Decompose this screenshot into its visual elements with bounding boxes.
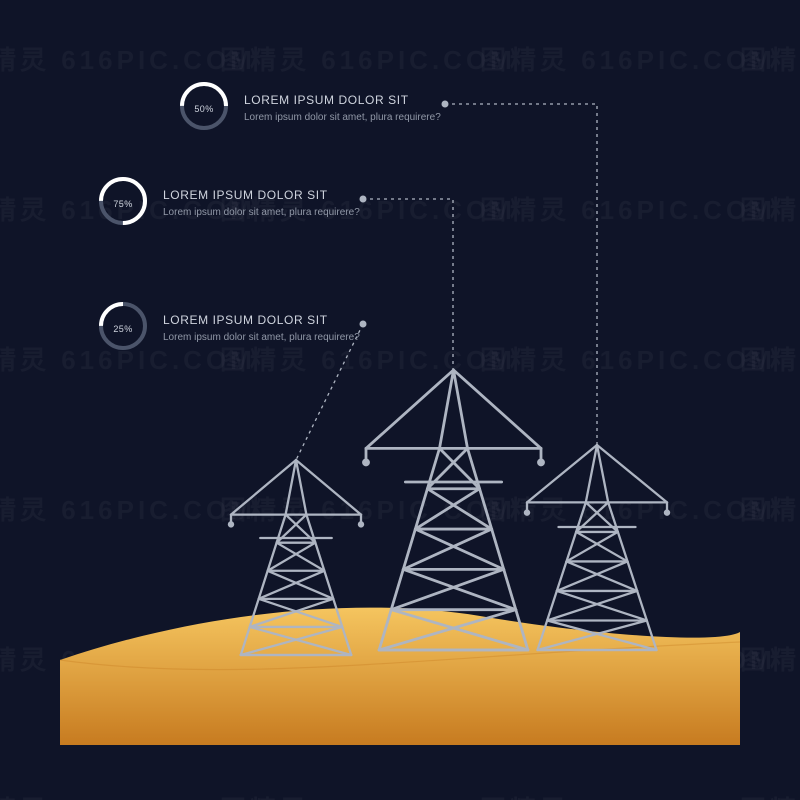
percent-donut: 25%	[97, 300, 149, 357]
callout-2: 75% LOREM IPSUM DOLOR SIT Lorem ipsum dolo…	[97, 175, 360, 232]
transmission-tower	[523, 441, 671, 654]
percent-label: 50%	[194, 104, 213, 114]
callout-title: LOREM IPSUM DOLOR SIT	[163, 188, 360, 202]
callout-title: LOREM IPSUM DOLOR SIT	[163, 313, 360, 327]
callout-body: Lorem ipsum dolor sit amet, plura requir…	[163, 206, 360, 220]
callout-body: Lorem ipsum dolor sit amet, plura requir…	[244, 111, 441, 125]
callout-3: 25% LOREM IPSUM DOLOR SIT Lorem ipsum dolo…	[97, 300, 360, 357]
transmission-tower	[362, 366, 545, 654]
callout-title: LOREM IPSUM DOLOR SIT	[244, 93, 441, 107]
callout-1: 50% LOREM IPSUM DOLOR SIT Lorem ipsum dolo…	[178, 80, 441, 137]
percent-donut: 75%	[97, 175, 149, 232]
infographic-canvas: 图精灵 616PIC.COM图精灵 616PIC.COM图精灵 616PIC.C…	[0, 0, 800, 800]
percent-donut: 50%	[178, 80, 230, 137]
percent-label: 75%	[113, 199, 132, 209]
percent-label: 25%	[113, 324, 132, 334]
callout-body: Lorem ipsum dolor sit amet, plura requir…	[163, 331, 360, 345]
transmission-tower	[227, 456, 365, 659]
